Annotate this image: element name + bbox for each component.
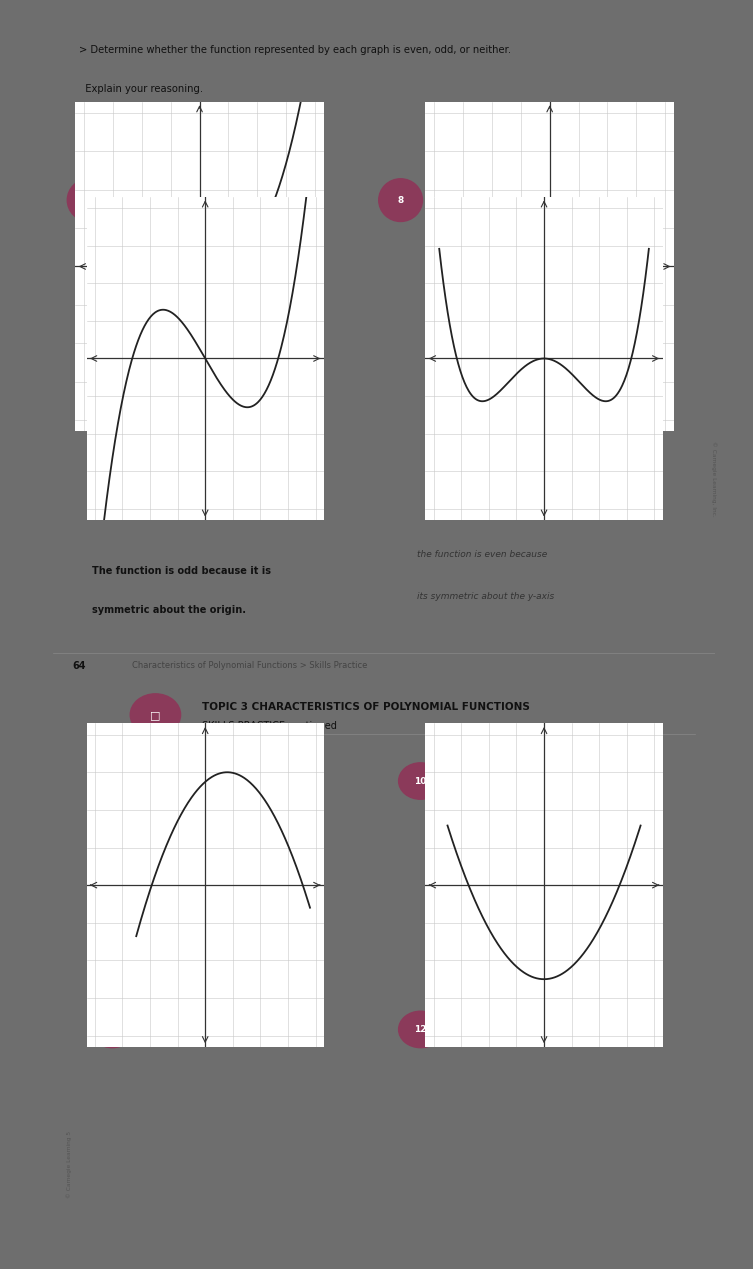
Text: 7: 7 [86, 195, 93, 204]
Text: its symmetric about the y-axis: its symmetric about the y-axis [417, 591, 554, 600]
Text: the function is even because: the function is even because [417, 549, 547, 558]
Text: TOPIC 3 CHARACTERISTICS OF POLYNOMIAL FUNCTIONS: TOPIC 3 CHARACTERISTICS OF POLYNOMIAL FU… [202, 702, 529, 712]
Text: Characteristics of Polynomial Functions > Skills Practice: Characteristics of Polynomial Functions … [133, 661, 367, 670]
Text: □: □ [150, 709, 160, 720]
Text: Explain your reasoning.: Explain your reasoning. [79, 84, 203, 94]
Text: 11: 11 [106, 1025, 119, 1034]
Circle shape [398, 763, 442, 799]
Circle shape [379, 179, 422, 222]
Circle shape [90, 763, 134, 799]
Circle shape [90, 1011, 134, 1048]
Circle shape [130, 694, 181, 736]
Text: The function is odd because it is: The function is odd because it is [93, 566, 272, 576]
Text: symmetric about the origin.: symmetric about the origin. [93, 604, 246, 614]
Text: SKILLS PRACTICE continued: SKILLS PRACTICE continued [202, 721, 337, 731]
Text: 10: 10 [414, 777, 427, 786]
Text: © Carnegie Learning 5: © Carnegie Learning 5 [66, 1131, 72, 1198]
Text: 8: 8 [398, 195, 404, 204]
Text: 64: 64 [72, 661, 86, 671]
Text: > Determine whether the function represented by each graph is even, odd, or neit: > Determine whether the function represe… [79, 44, 511, 55]
Text: 12: 12 [414, 1025, 427, 1034]
Text: 9: 9 [109, 777, 115, 786]
Circle shape [67, 179, 111, 222]
Text: © Carnegie Learning, Inc.: © Carnegie Learning, Inc. [711, 440, 717, 516]
Circle shape [398, 1011, 442, 1048]
